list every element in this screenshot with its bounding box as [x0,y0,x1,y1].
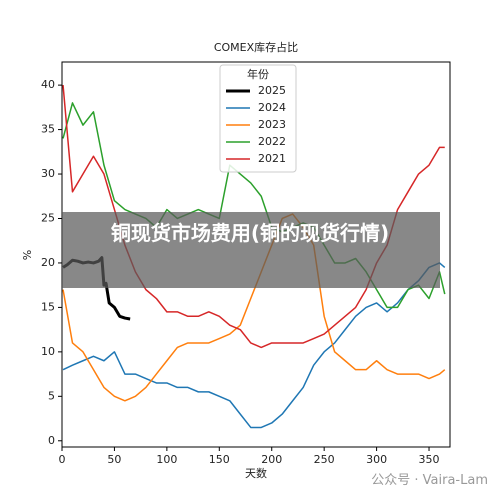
x-tick-label: 200 [261,453,282,466]
y-tick-label: 10 [41,345,55,358]
legend-label: 2022 [258,135,286,148]
x-tick-label: 150 [209,453,230,466]
y-tick-label: 5 [48,389,55,402]
x-tick-label: 350 [419,453,440,466]
x-axis-label: 天数 [245,467,267,480]
y-axis-label: % [21,250,34,260]
x-tick-label: 100 [156,453,177,466]
series-line [62,262,446,429]
y-tick-label: 20 [41,256,55,269]
legend-label: 2023 [258,118,286,131]
x-tick-label: 250 [314,453,335,466]
y-tick-label: 40 [41,78,55,91]
legend-label: 2024 [258,101,286,114]
banner-title: 铜现货市场费用(铜的现货行情) [110,221,390,245]
chart-title: COMEX库存占比 [214,40,298,54]
series-line [62,102,446,309]
y-tick-label: 25 [41,211,55,224]
y-tick-label: 30 [41,167,55,180]
legend-title: 年份 [247,67,269,81]
x-tick-label: 300 [366,453,387,466]
y-tick-label: 15 [41,300,55,313]
y-tick-label: 0 [48,434,55,447]
y-tick-label: 35 [41,123,55,136]
legend-label: 2021 [258,152,286,165]
legend-label: 2025 [258,84,286,97]
x-tick-label: 0 [59,453,66,466]
x-tick-label: 50 [107,453,121,466]
banner [62,212,440,288]
watermark: 公众号 · Vaira-Lam [371,473,488,488]
